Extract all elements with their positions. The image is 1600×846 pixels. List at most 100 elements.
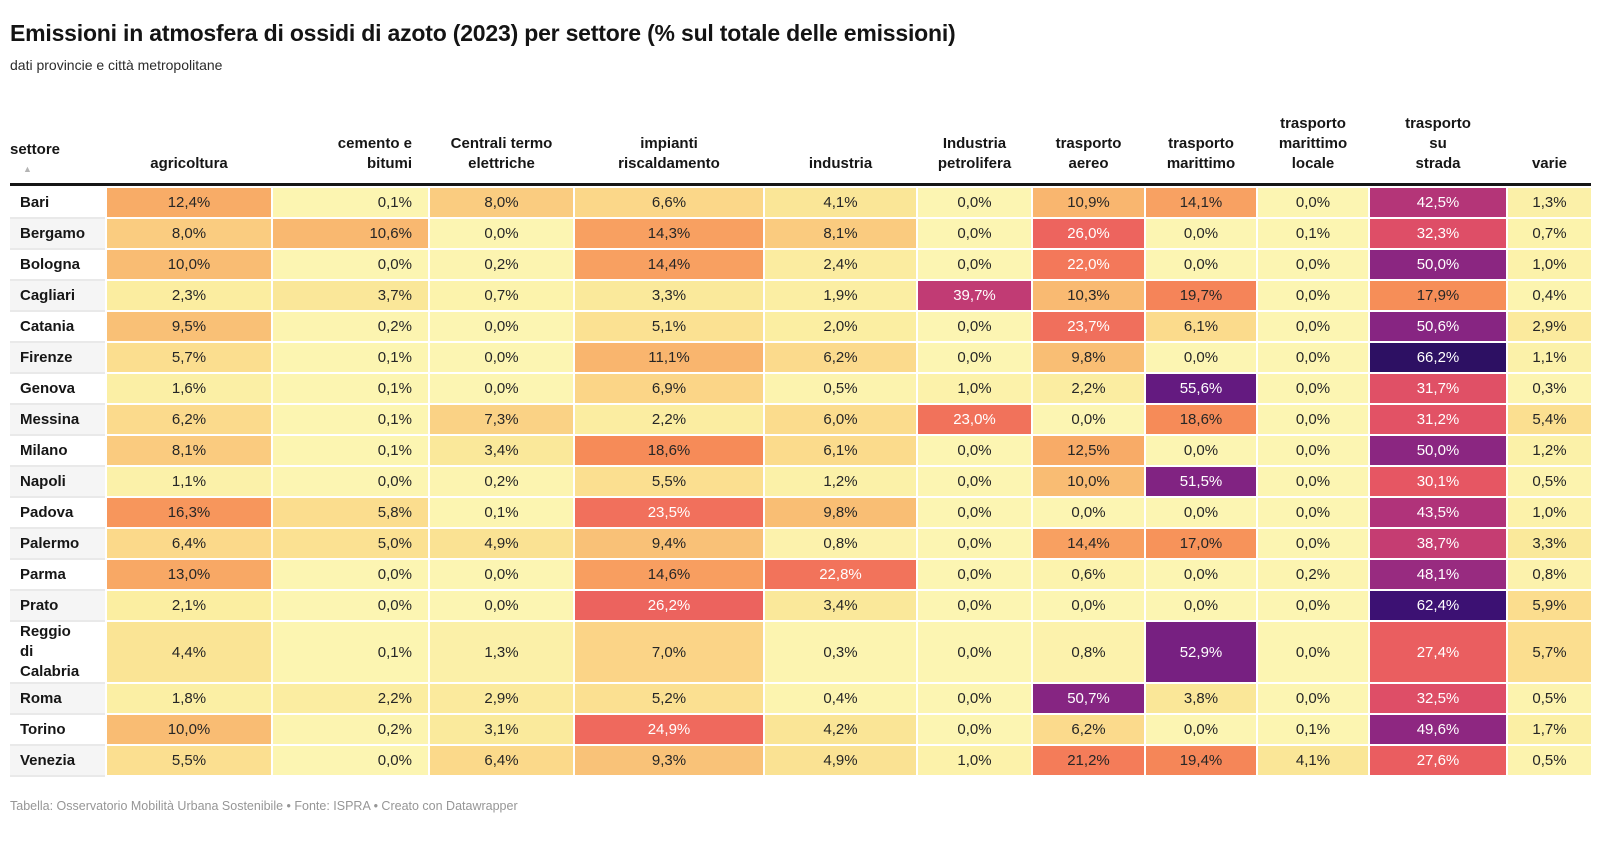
heat-cell: 0,0% (918, 684, 1031, 713)
heat-cell: 14,4% (575, 250, 763, 279)
heat-cell: 4,9% (765, 746, 916, 775)
heat-cell: 8,0% (107, 219, 271, 248)
heat-cell: 21,2% (1033, 746, 1144, 775)
heat-cell: 0,5% (765, 374, 916, 403)
heat-cell: 23,0% (918, 405, 1031, 434)
footer-attribution: Tabella: Osservatorio Mobilità Urbana So… (10, 799, 518, 813)
column-header-label: industria (808, 155, 873, 172)
heat-cell: 2,2% (575, 405, 763, 434)
heat-cell: 0,2% (430, 250, 573, 279)
column-header-industria[interactable]: industria (765, 107, 916, 181)
column-header-label: impianti riscaldamento (618, 135, 720, 172)
heat-cell: 0,0% (918, 343, 1031, 372)
column-header-trasporto-marittimo-locale[interactable]: trasporto marittimo locale (1258, 107, 1368, 181)
heat-cell: 0,0% (1258, 312, 1368, 341)
heat-cell: 49,6% (1370, 715, 1506, 744)
row-label: Prato (10, 591, 105, 620)
heat-cell: 27,6% (1370, 746, 1506, 775)
heat-cell: 9,4% (575, 529, 763, 558)
heat-cell: 0,0% (1258, 405, 1368, 434)
heat-cell: 4,9% (430, 529, 573, 558)
heat-cell: 6,2% (107, 405, 271, 434)
heat-cell: 0,0% (1146, 591, 1256, 620)
heat-cell: 0,0% (1258, 374, 1368, 403)
column-header-industria-petrolifera[interactable]: Industria petrolifera (918, 107, 1031, 181)
heat-cell: 0,2% (1258, 560, 1368, 589)
heat-cell: 0,0% (1258, 529, 1368, 558)
heat-cell: 0,1% (1258, 715, 1368, 744)
heat-cell: 50,0% (1370, 250, 1506, 279)
heat-cell: 1,0% (1508, 498, 1591, 527)
heat-cell: 0,0% (918, 436, 1031, 465)
heat-cell: 6,2% (765, 343, 916, 372)
heat-cell: 0,4% (1508, 281, 1591, 310)
heat-cell: 0,0% (918, 529, 1031, 558)
heat-cell: 17,0% (1146, 529, 1256, 558)
heat-cell: 0,0% (1258, 498, 1368, 527)
heat-cell: 1,1% (107, 467, 271, 496)
column-header-trasporto-su-strada[interactable]: trasporto su strada (1370, 107, 1506, 181)
heat-cell: 0,0% (430, 374, 573, 403)
heat-cell: 5,5% (107, 746, 271, 775)
heat-cell: 52,9% (1146, 622, 1256, 682)
heat-cell: 5,9% (1508, 591, 1591, 620)
column-header-agricoltura[interactable]: agricoltura (107, 107, 271, 181)
heat-cell: 24,9% (575, 715, 763, 744)
heat-cell: 0,0% (1258, 343, 1368, 372)
column-header-trasporto-marittimo[interactable]: trasporto marittimo (1146, 107, 1256, 181)
heat-cell: 0,2% (273, 715, 428, 744)
heat-cell: 6,2% (1033, 715, 1144, 744)
heat-cell: 0,2% (273, 312, 428, 341)
heat-cell: 4,4% (107, 622, 271, 682)
heat-cell: 0,0% (1258, 622, 1368, 682)
heat-cell: 6,1% (1146, 312, 1256, 341)
row-label: Genova (10, 374, 105, 403)
heat-cell: 2,9% (1508, 312, 1591, 341)
page: Emissioni in atmosfera di ossidi di azot… (10, 20, 1591, 813)
heat-cell: 0,1% (273, 622, 428, 682)
heat-cell: 1,9% (765, 281, 916, 310)
heat-cell: 0,0% (273, 591, 428, 620)
heat-cell: 0,0% (1033, 591, 1144, 620)
heat-cell: 31,2% (1370, 405, 1506, 434)
heat-cell: 0,0% (273, 746, 428, 775)
heat-cell: 19,4% (1146, 746, 1256, 775)
sort-ascending-icon: ▲ (23, 164, 32, 174)
heat-cell: 0,7% (1508, 219, 1591, 248)
column-header-label: Centrali termo elettriche (450, 135, 553, 172)
heat-cell: 3,1% (430, 715, 573, 744)
heat-cell: 7,3% (430, 405, 573, 434)
heat-cell: 1,3% (1508, 188, 1591, 217)
heat-cell: 6,9% (575, 374, 763, 403)
row-label: Roma (10, 684, 105, 713)
heat-cell: 18,6% (575, 436, 763, 465)
heat-cell: 3,8% (1146, 684, 1256, 713)
heat-cell: 18,6% (1146, 405, 1256, 434)
heat-cell: 39,7% (918, 281, 1031, 310)
column-header-label: cemento e bitumi (337, 135, 412, 172)
heat-cell: 6,0% (765, 405, 916, 434)
column-header-cemento-e-bitumi[interactable]: cemento e bitumi (273, 107, 428, 181)
heat-cell: 0,0% (430, 343, 573, 372)
heat-cell: 0,4% (765, 684, 916, 713)
heat-cell: 0,0% (918, 219, 1031, 248)
column-header-settore[interactable]: settore ▲ (10, 107, 105, 181)
heat-cell: 10,9% (1033, 188, 1144, 217)
heat-cell: 2,2% (1033, 374, 1144, 403)
column-header-varie[interactable]: varie (1508, 107, 1591, 181)
heat-cell: 3,4% (765, 591, 916, 620)
heat-cell: 0,7% (430, 281, 573, 310)
heat-cell: 0,0% (273, 467, 428, 496)
row-label: Messina (10, 405, 105, 434)
heat-cell: 32,3% (1370, 219, 1506, 248)
heat-cell: 1,0% (918, 374, 1031, 403)
heat-cell: 10,0% (107, 715, 271, 744)
heat-cell: 2,1% (107, 591, 271, 620)
header-divider (10, 183, 1591, 186)
column-header-trasporto-aereo[interactable]: trasporto aereo (1033, 107, 1144, 181)
heat-cell: 9,5% (107, 312, 271, 341)
column-header-centrali-termo-elettriche[interactable]: Centrali termo elettriche (430, 107, 573, 181)
heat-cell: 0,0% (1033, 405, 1144, 434)
column-header-impianti-riscaldamento[interactable]: impianti riscaldamento (575, 107, 763, 181)
heat-cell: 0,0% (430, 312, 573, 341)
